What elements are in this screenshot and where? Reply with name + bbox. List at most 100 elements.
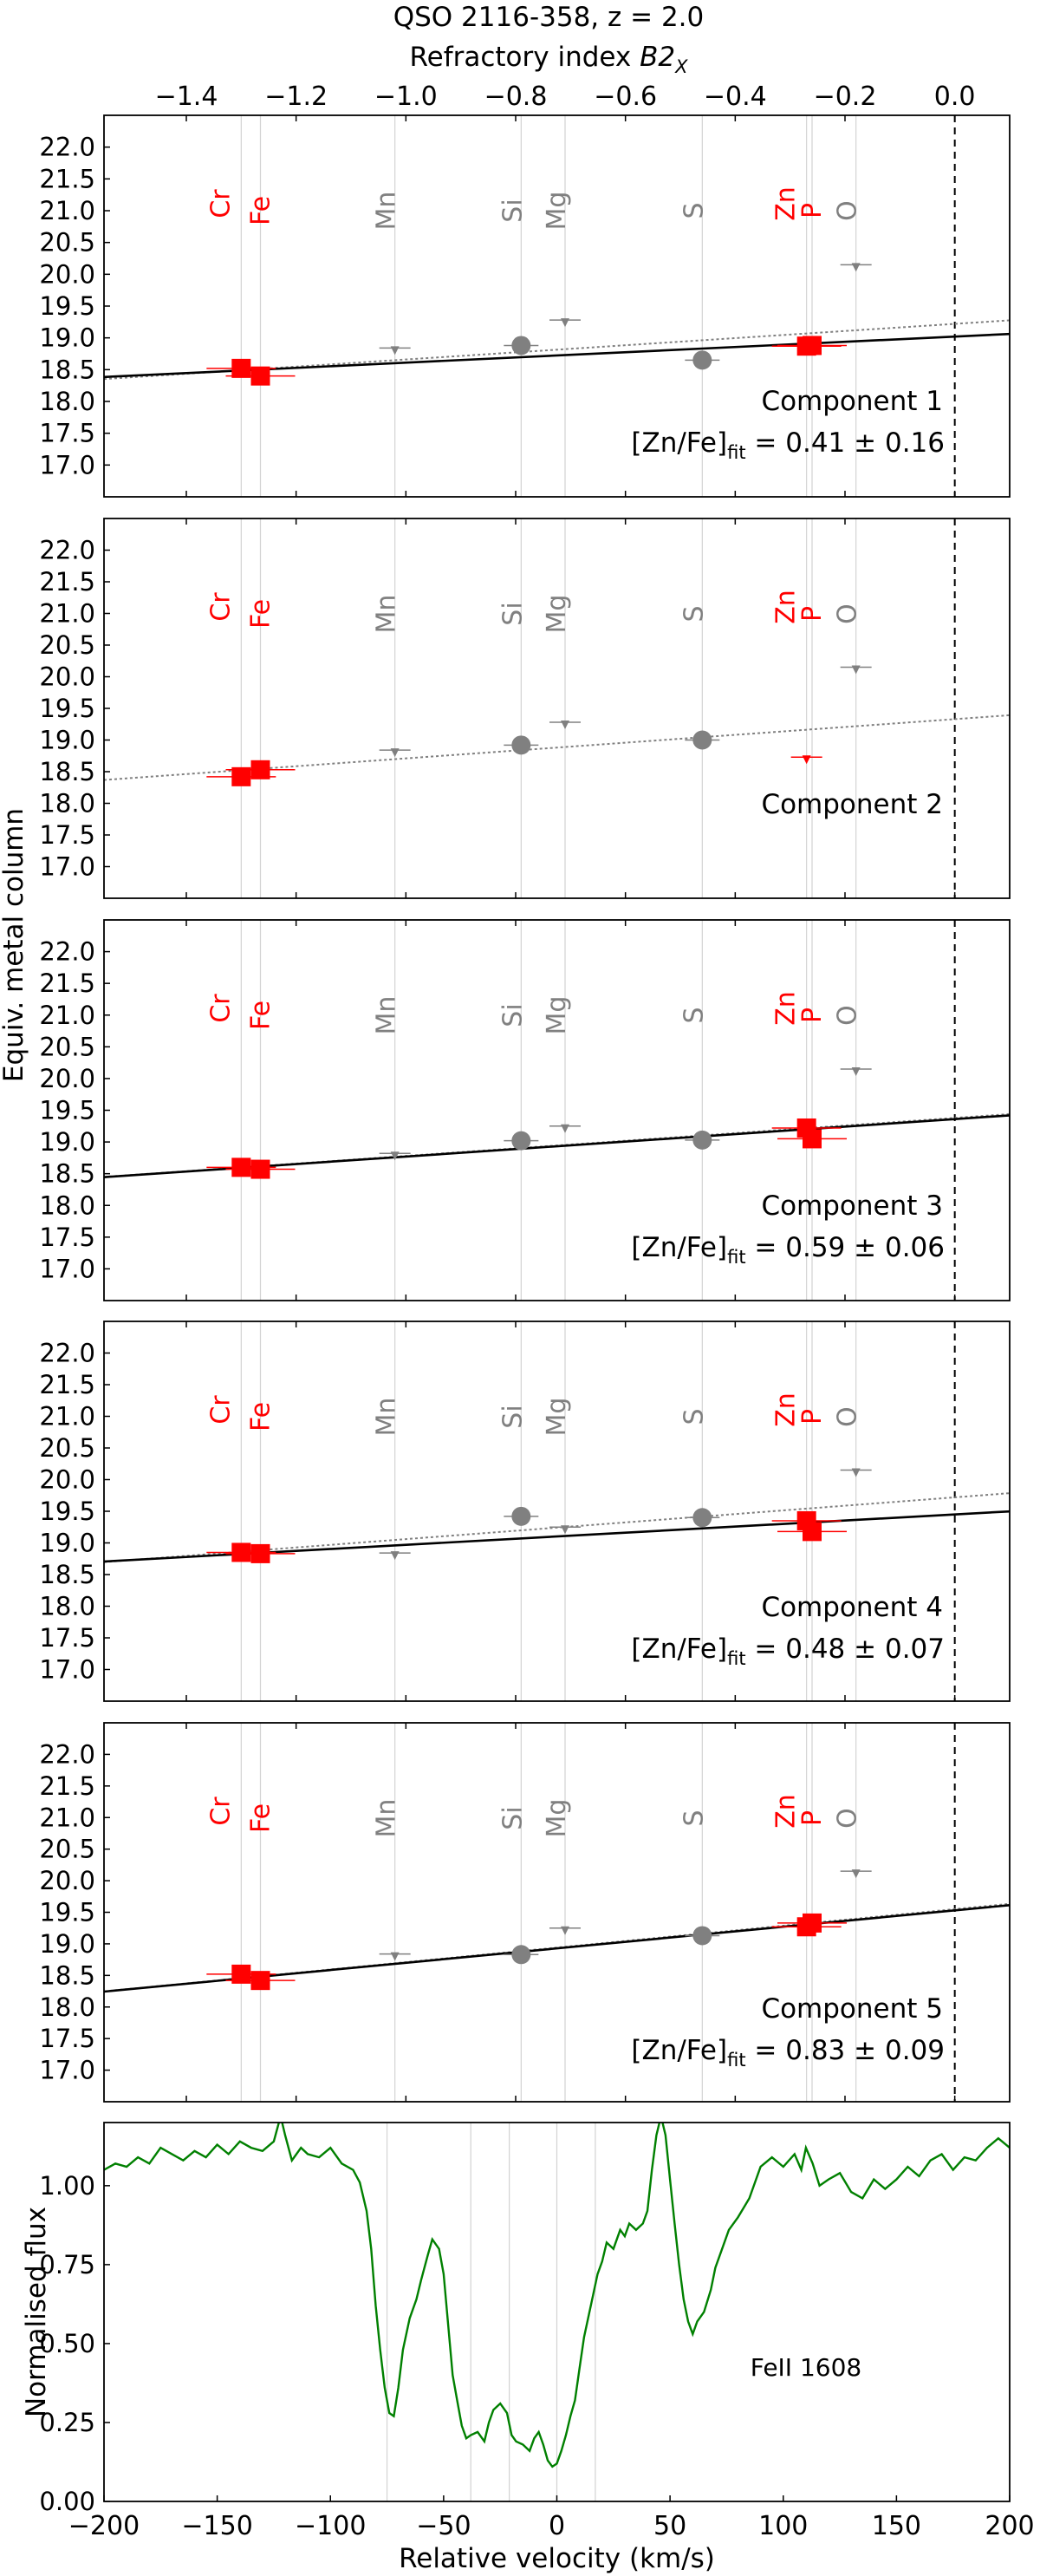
fit-result-prefix: [Zn/Fe]	[631, 2035, 727, 2066]
data-point-s	[692, 350, 712, 370]
data-point-fe	[250, 366, 270, 386]
top-axis-label: Refractory index B2X	[409, 42, 688, 77]
data-point-s	[692, 1926, 712, 1946]
element-label-s: S	[679, 1810, 709, 1826]
data-point-mg	[561, 721, 569, 730]
element-label-cr: Cr	[205, 189, 236, 218]
y-tick-label: 20.5	[39, 228, 95, 258]
y-tick-label: 21.5	[39, 1771, 95, 1801]
element-label-s: S	[679, 1007, 709, 1023]
element-label-o: O	[833, 1005, 863, 1026]
component-label: Component 1	[761, 386, 943, 417]
element-label-mg: Mg	[542, 996, 572, 1035]
flux-spectrum-line	[104, 2123, 1010, 2468]
element-label-s: S	[679, 1408, 709, 1425]
y-tick-label: 22.0	[39, 1339, 95, 1368]
element-label-p: P	[797, 1409, 828, 1425]
axes-frame	[103, 518, 1011, 899]
panel-5: Cr Fe Mn Si Mg S ZnP O Component 5 [Zn/Fe]fit = 0…	[39, 1722, 1011, 2103]
y-tick-label: 17.5	[39, 419, 95, 448]
y-tick-label: 22.0	[39, 133, 95, 162]
figure-title: QSO 2116-358, z = 2.0	[393, 2, 705, 33]
top-x-tick-label: −0.8	[484, 82, 548, 112]
y-tick-label: 21.5	[39, 968, 95, 998]
component-label: Component 5	[761, 1993, 943, 2025]
data-point-cr	[231, 766, 251, 786]
y-tick-label: 21.5	[39, 164, 95, 193]
element-label-si: Si	[497, 1806, 528, 1829]
x-tick-label: −50	[416, 2511, 471, 2541]
y-tick-label: 18.5	[39, 355, 95, 384]
element-label-fe: Fe	[246, 1001, 276, 1030]
data-point-mg	[561, 318, 569, 328]
data-point-p	[803, 1129, 822, 1149]
data-point-fe	[250, 760, 270, 779]
element-label-p: P	[797, 203, 828, 218]
panel-2: Cr Fe Mn Si Mg S ZnP O Component 2 17.017.518.0 18…	[39, 518, 1011, 899]
y-tick-label: 17.0	[39, 2056, 95, 2085]
y-tick-label: 18.5	[39, 1560, 95, 1589]
fit-result-value: = 0.48 ± 0.07	[746, 1634, 945, 1665]
data-point-mn	[390, 1551, 400, 1561]
y-tick-label: 17.5	[39, 1223, 95, 1252]
y-tick-label: 0.75	[39, 2250, 95, 2279]
top-x-tick-label: −1.2	[264, 82, 328, 112]
element-label-fe: Fe	[246, 1402, 276, 1431]
y-tick-label: 19.0	[39, 1529, 95, 1558]
x-tick-label: 0	[549, 2511, 565, 2541]
data-point-mg	[561, 1525, 569, 1535]
y-tick-label: 19.5	[39, 291, 95, 321]
top-axis-label-main: Refractory index	[409, 42, 640, 73]
flux-y-axis-label: Normalised flux	[21, 2207, 52, 2417]
axes-frame	[103, 114, 1011, 498]
element-label-mg: Mg	[542, 192, 572, 231]
element-label-cr: Cr	[205, 1797, 236, 1826]
data-point-mn	[390, 346, 400, 355]
data-point-s	[692, 1508, 712, 1528]
panel-4: Cr Fe Mn Si Mg S ZnP O Component 4 [Zn/Fe]fit = 0…	[39, 1321, 1011, 1702]
component-label: Component 2	[761, 789, 943, 820]
fit-result-value: = 0.83 ± 0.09	[746, 2035, 945, 2066]
line-label: FeII 1608	[751, 2353, 861, 2382]
element-label-o: O	[833, 1406, 863, 1427]
y-tick-label: 20.0	[39, 662, 95, 692]
component-label: Component 4	[761, 1592, 943, 1623]
data-point-si	[511, 1945, 531, 1965]
y-tick-label: 20.0	[39, 1064, 95, 1093]
top-axis-label-symbol: B2	[640, 42, 675, 73]
element-label-cr: Cr	[205, 592, 236, 622]
element-label-si: Si	[497, 1003, 528, 1027]
data-point-mn	[390, 748, 400, 758]
element-label-mg: Mg	[542, 1398, 572, 1437]
element-label-cr: Cr	[205, 1395, 236, 1425]
fit-result: [Zn/Fe]fit = 0.59 ± 0.06	[631, 1232, 945, 1268]
top-x-tick-label: −1.0	[374, 82, 438, 112]
fit-result: [Zn/Fe]fit = 0.41 ± 0.16	[631, 427, 945, 463]
y-tick-label: 18.0	[39, 1992, 95, 2022]
element-label-mn: Mn	[372, 595, 402, 634]
y-tick-label: 20.5	[39, 1032, 95, 1061]
element-label-o: O	[833, 200, 863, 221]
y-tick-label: 22.0	[39, 536, 95, 565]
element-label-mg: Mg	[542, 1799, 572, 1838]
panel-6: FeII 1608 Normalised flux Relative velocit…	[21, 2122, 1035, 2574]
x-tick-label: −200	[68, 2511, 140, 2541]
element-label-mg: Mg	[542, 595, 572, 634]
y-tick-label: 20.5	[39, 1433, 95, 1463]
y-tick-label: 0.50	[39, 2329, 95, 2358]
data-point-mn	[390, 1952, 400, 1961]
element-label-zn: Zn	[771, 1392, 802, 1427]
element-label-p: P	[797, 1810, 828, 1826]
data-point-cr	[231, 1158, 251, 1177]
element-label-si: Si	[497, 1405, 528, 1428]
y-tick-label: 21.5	[39, 1370, 95, 1399]
element-label-p: P	[797, 606, 828, 622]
x-tick-label: −150	[181, 2511, 252, 2541]
element-label-mn: Mn	[372, 996, 402, 1035]
data-point-cr	[231, 1542, 251, 1562]
y-tick-label: 19.0	[39, 1127, 95, 1157]
x-tick-label: 100	[758, 2511, 808, 2541]
data-point-p	[803, 1522, 822, 1542]
y-tick-label: 22.0	[39, 1739, 95, 1769]
